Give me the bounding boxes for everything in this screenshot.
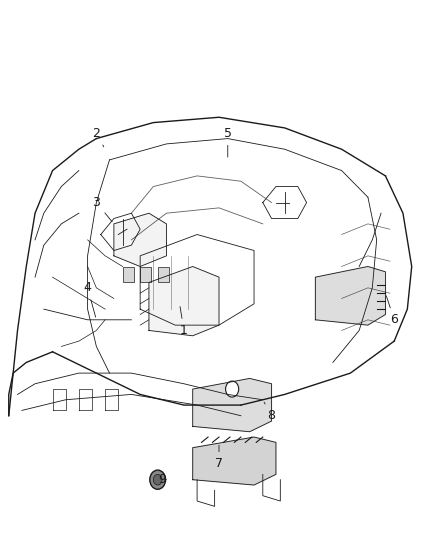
Text: 2: 2 [92,127,104,147]
Polygon shape [114,213,166,266]
Text: 3: 3 [92,196,112,222]
Text: 7: 7 [215,445,223,470]
Text: 1: 1 [180,306,188,337]
Polygon shape [193,437,276,485]
Text: 8: 8 [264,402,276,422]
Text: 4: 4 [84,281,95,317]
Polygon shape [149,266,219,336]
Text: 5: 5 [224,127,232,157]
Circle shape [153,474,162,485]
Bar [140,266,151,282]
Circle shape [226,381,239,397]
Circle shape [150,470,166,489]
Polygon shape [315,266,385,325]
Bar [123,266,134,282]
Text: 9: 9 [158,473,166,486]
Bar [158,266,169,282]
Polygon shape [193,378,272,432]
Text: 6: 6 [386,296,398,326]
